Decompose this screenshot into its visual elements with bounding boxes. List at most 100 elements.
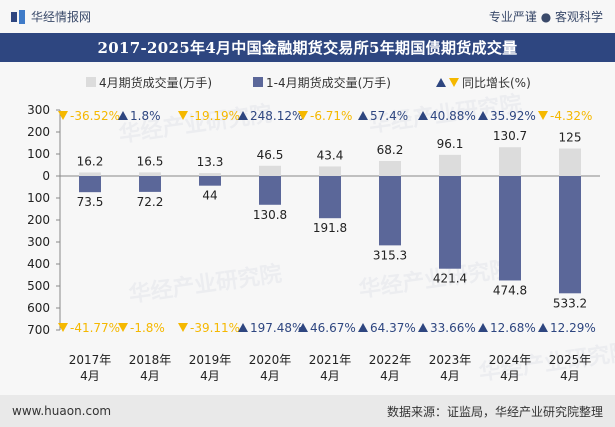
- y-tick-label: 500: [27, 279, 50, 293]
- x-tick-label-month: 4月: [200, 369, 220, 383]
- x-tick-label-month: 4月: [560, 369, 580, 383]
- growth-top-down-arrow-icon: [178, 111, 188, 120]
- growth-bottom-up-arrow-icon: [238, 323, 248, 332]
- growth-top-up-arrow-icon: [478, 111, 488, 120]
- slogan: 专业严谨 ● 客观科学: [488, 10, 603, 24]
- x-tick-label-year: 2018年: [129, 353, 172, 367]
- y-tick-label: 300: [27, 103, 50, 117]
- growth-top-label: -19.19%: [190, 109, 240, 123]
- y-tick-label: 200: [27, 213, 50, 227]
- bar-cumulative: [259, 176, 281, 205]
- growth-bottom-label: 12.29%: [550, 321, 596, 335]
- x-tick-label-year: 2020年: [249, 353, 292, 367]
- y-tick-label: 200: [27, 125, 50, 139]
- y-tick-label: 0: [42, 169, 50, 183]
- legend-label-cumulative: 1-4月期货成交量(万手): [266, 75, 391, 90]
- bar-monthly: [139, 172, 161, 176]
- data-label-cumulative: 130.8: [253, 208, 287, 222]
- growth-bottom-up-arrow-icon: [358, 323, 368, 332]
- y-tick-label: 300: [27, 235, 50, 249]
- data-label-cumulative: 533.2: [553, 296, 587, 310]
- growth-bottom-label: 197.48%: [250, 321, 303, 335]
- bar-monthly: [439, 154, 461, 176]
- top-bar: 华经情报网 专业严谨 ● 客观科学: [0, 0, 615, 33]
- footer-source: 数据来源：证监局，华经产业研究院整理: [386, 404, 603, 419]
- growth-bottom-down-arrow-icon: [178, 323, 188, 332]
- bar-monthly: [559, 148, 581, 176]
- data-label-monthly: 96.1: [437, 137, 464, 151]
- data-label-cumulative: 73.5: [77, 195, 104, 209]
- brand-name: 华经情报网: [31, 10, 92, 24]
- x-tick-label-year: 2025年: [549, 353, 592, 367]
- footer: www.huaon.com 数据来源：证监局，华经产业研究院整理: [0, 395, 615, 427]
- growth-top-label: 57.4%: [370, 109, 408, 123]
- bar-monthly: [379, 160, 401, 176]
- bar-monthly: [499, 147, 521, 176]
- huajing-logo-icon: [11, 9, 25, 24]
- data-label-cumulative: 421.4: [433, 272, 467, 286]
- growth-top-up-arrow-icon: [238, 111, 248, 120]
- chart-title: 2017-2025年4月中国金融期货交易所5年期国债期货成交量: [0, 33, 615, 62]
- brand: 华经情报网: [10, 8, 91, 25]
- watermark-text-0: 华经产业研究院: [117, 101, 273, 148]
- bar-monthly: [259, 165, 281, 176]
- growth-bottom-label: 46.67%: [310, 321, 356, 335]
- growth-bottom-down-arrow-icon: [118, 323, 128, 332]
- growth-bottom-up-arrow-icon: [478, 323, 488, 332]
- growth-top-label: 1.8%: [130, 109, 161, 123]
- growth-top-down-arrow-icon: [298, 111, 308, 120]
- growth-top-up-arrow-icon: [418, 111, 428, 120]
- x-tick-label-year: 2022年: [369, 353, 412, 367]
- growth-top-label: -6.71%: [310, 109, 352, 123]
- growth-top-down-arrow-icon: [58, 111, 68, 120]
- y-tick-label: 600: [27, 301, 50, 315]
- growth-bottom-label: 64.37%: [370, 321, 416, 335]
- growth-top-up-arrow-icon: [358, 111, 368, 120]
- growth-top-label: 248.12%: [250, 109, 303, 123]
- x-tick-label-month: 4月: [320, 369, 340, 383]
- bar-cumulative: [559, 176, 581, 294]
- data-label-monthly: 68.2: [377, 143, 404, 157]
- bar-cumulative: [379, 176, 401, 246]
- growth-bottom-label: 33.66%: [430, 321, 476, 335]
- growth-top-label: 40.88%: [430, 109, 476, 123]
- legend-label-growth: 同比增长(%): [462, 76, 531, 90]
- bar-monthly: [79, 172, 101, 176]
- growth-bottom-label: -39.11%: [190, 321, 240, 335]
- footer-website[interactable]: www.huaon.com: [12, 404, 112, 418]
- growth-bottom-down-arrow-icon: [58, 323, 68, 332]
- data-label-monthly: 43.4: [317, 148, 344, 162]
- legend-growth-down-icon: [449, 78, 459, 87]
- watermark-text-2: 华经产业研究院: [127, 261, 283, 308]
- bar-cumulative: [79, 176, 101, 193]
- x-tick-label-year: 2023年: [429, 353, 472, 367]
- bar-cumulative: [499, 176, 521, 281]
- x-tick-label-year: 2019年: [189, 353, 232, 367]
- bar-cumulative: [139, 176, 161, 192]
- bar-cumulative: [439, 176, 461, 269]
- y-tick-label: 100: [27, 191, 50, 205]
- legend-growth-up-icon: [436, 78, 446, 87]
- x-tick-label-year: 2017年: [69, 353, 112, 367]
- data-label-cumulative: 72.2: [137, 195, 164, 209]
- bar-cumulative: [319, 176, 341, 219]
- data-label-monthly: 125: [559, 131, 582, 145]
- y-tick-label: 400: [27, 257, 50, 271]
- data-label-monthly: 13.3: [197, 155, 224, 169]
- data-label-monthly: 130.7: [493, 129, 527, 143]
- growth-bottom-label: -41.77%: [70, 321, 120, 335]
- x-tick-label-year: 2021年: [309, 353, 352, 367]
- x-tick-label-month: 4月: [260, 369, 280, 383]
- bar-cumulative: [199, 176, 221, 186]
- growth-top-label: -4.32%: [550, 109, 592, 123]
- x-tick-label-year: 2024年: [489, 353, 532, 367]
- legend-label-monthly: 4月期货成交量(万手): [99, 75, 212, 90]
- data-label-cumulative: 474.8: [493, 283, 527, 297]
- growth-top-label: 35.92%: [490, 109, 536, 123]
- y-tick-label: 700: [27, 323, 50, 337]
- y-tick-label: 100: [27, 147, 50, 161]
- bar-monthly: [199, 173, 221, 176]
- growth-bottom-label: 12.68%: [490, 321, 536, 335]
- bar-monthly: [319, 166, 341, 176]
